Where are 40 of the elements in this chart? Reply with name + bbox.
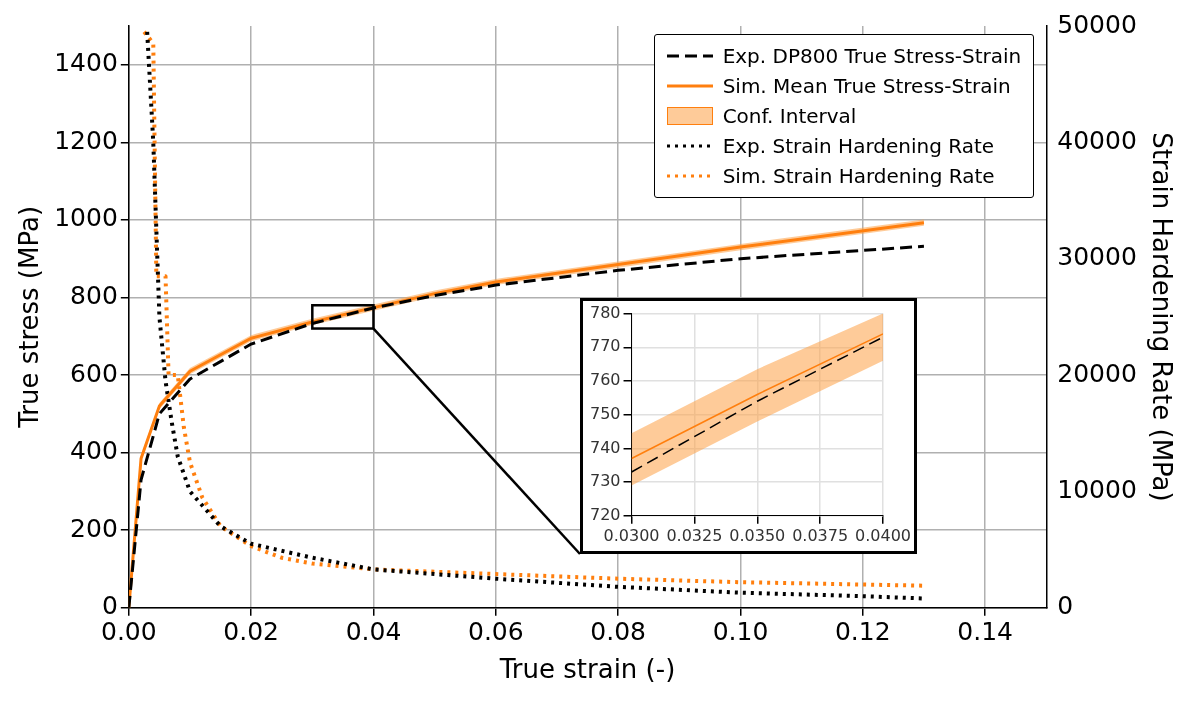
x-axis-title: True strain (-) <box>498 654 676 685</box>
legend-label: Exp. DP800 True Stress-Strain <box>722 43 1022 70</box>
y-tick-label: 760 <box>589 370 621 390</box>
x-tick-label: 0.12 <box>834 617 891 647</box>
x-tick-label: 0.0400 <box>855 525 911 545</box>
annotation: Conf. Interval <box>722 103 857 130</box>
x-tick-label: 0.10 <box>712 617 769 647</box>
legend-label: Sim. Strain Hardening Rate <box>722 163 995 190</box>
x-tick-label: 0.06 <box>467 617 524 647</box>
x-tick-label: 0.0350 <box>729 525 786 545</box>
y2-tick-label: 30000 <box>1057 242 1137 272</box>
legend-label: Exp. Strain Hardening Rate <box>722 133 995 160</box>
x-tick-label: 0.0375 <box>792 525 849 545</box>
y-tick-label: 750 <box>589 403 621 423</box>
legend-label: Sim. Mean True Stress-Strain <box>722 73 1011 100</box>
y-tick-label: 1400 <box>54 48 118 78</box>
y-tick-label: 780 <box>589 302 621 322</box>
y2-axis-title: Strain Hardening Rate (MPa) <box>1146 132 1177 502</box>
y-tick-label: 800 <box>70 281 118 311</box>
x-tick-label: 0.08 <box>590 617 646 647</box>
x-tick-label: 0.14 <box>957 617 1013 647</box>
y-tick-label: 730 <box>589 471 621 491</box>
x-tick-label: 0.0300 <box>603 525 660 545</box>
x-tick-label: 0.02 <box>223 617 279 647</box>
y2-tick-label: 0 <box>1057 591 1074 621</box>
y-tick-label: 1000 <box>54 203 118 233</box>
y2-tick-label: 10000 <box>1057 474 1137 504</box>
y-tick-label: 740 <box>589 437 621 457</box>
y-tick-label: 400 <box>70 436 118 466</box>
y-tick-label: 720 <box>589 504 621 524</box>
y-tick-label: 770 <box>589 336 621 356</box>
y2-tick-label: 20000 <box>1057 358 1137 388</box>
y2-tick-label: 50000 <box>1057 9 1137 39</box>
y2-tick-label: 40000 <box>1057 125 1137 155</box>
y-tick-label: 1200 <box>54 125 118 155</box>
x-tick-label: 0.04 <box>345 617 402 647</box>
y-tick-label: 200 <box>70 513 118 543</box>
y-axis-title: True stress (MPa) <box>14 205 45 429</box>
x-tick-label: 0.0325 <box>666 525 723 545</box>
y-tick-label: 600 <box>70 358 118 388</box>
